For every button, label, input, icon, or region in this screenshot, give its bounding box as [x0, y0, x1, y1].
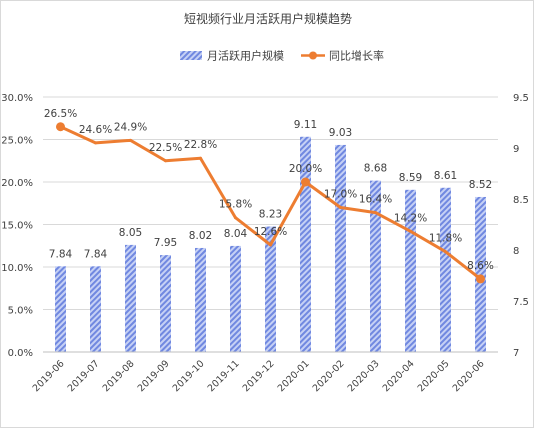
- y-left-tick-label: 15.0%: [1, 221, 33, 232]
- bar: [160, 255, 171, 352]
- y-right-tick-label: 8.5: [513, 195, 529, 206]
- bar-value-label: 7.84: [84, 248, 108, 260]
- y-right-tick-label: 9.5: [513, 93, 529, 104]
- line-value-label: 8.6%: [467, 260, 494, 272]
- line-point: [444, 250, 447, 254]
- x-tick-label: 2019-11: [206, 358, 242, 394]
- line-point: [339, 206, 342, 209]
- bar: [230, 245, 241, 352]
- y-left-tick-label: 10.0%: [1, 263, 33, 274]
- line-value-label: 12.6%: [254, 226, 287, 238]
- line-series: [56, 122, 485, 284]
- legend-bar-swatch: [180, 51, 202, 60]
- x-tick-label: 2019-09: [136, 358, 172, 394]
- line-point: [234, 216, 237, 220]
- x-tick-label: 2020-03: [346, 358, 382, 394]
- bar: [55, 266, 66, 352]
- chart-title: 短视频行业月活跃用户规模趋势: [184, 11, 352, 26]
- line-point: [476, 274, 485, 284]
- line-point: [56, 122, 65, 132]
- bar: [265, 226, 276, 352]
- line-point: [409, 229, 412, 233]
- bar-value-label: 8.23: [259, 209, 282, 221]
- y-left-tick-label: 20.0%: [1, 178, 33, 189]
- x-tick-label: 2020-05: [416, 358, 452, 394]
- x-tick-label: 2020-04: [381, 358, 417, 394]
- legend-line-label: 同比增长率: [329, 49, 384, 63]
- line-value-label: 24.9%: [114, 121, 147, 133]
- line-point: [129, 138, 132, 142]
- bar: [440, 187, 451, 352]
- bar-value-label: 7.95: [154, 237, 177, 249]
- line-value-label: 24.6%: [79, 124, 112, 136]
- data-labels: 7.84 7.84 8.05 7.95 8.02 8.04 8.23 9.11 9.03 8.68…: [44, 108, 494, 272]
- bar-value-label: 9.11: [294, 119, 317, 131]
- x-tick-label: 2020-02: [311, 358, 347, 394]
- line-value-label: 16.4%: [359, 194, 392, 206]
- legend: 月活跃用户规模 同比增长率: [180, 49, 384, 63]
- bar-value-label: 8.05: [119, 227, 142, 239]
- legend-line-marker: [309, 51, 317, 60]
- y-left-tick-label: 30.0%: [1, 93, 33, 104]
- line-value-label: 22.5%: [149, 142, 182, 154]
- y-left-tick-label: 5.0%: [8, 306, 33, 317]
- x-tick-label: 2020-06: [451, 358, 487, 394]
- line-value-label: 22.8%: [184, 139, 217, 151]
- bar: [335, 144, 346, 352]
- y-right-tick-label: 7: [513, 348, 519, 359]
- bar: [300, 136, 311, 352]
- bar: [125, 244, 136, 352]
- line-point: [199, 156, 202, 160]
- line-value-label: 26.5%: [44, 108, 77, 120]
- bar: [90, 266, 101, 352]
- line-value-label: 20.0%: [289, 163, 322, 175]
- x-tick-label: 2020-01: [276, 358, 312, 394]
- y-left-tick-label: 25.0%: [1, 136, 33, 147]
- y-right-tick-label: 9: [513, 144, 519, 155]
- bar-value-label: 8.59: [399, 172, 422, 184]
- line-value-label: 17.0%: [324, 189, 357, 201]
- line-point: [374, 211, 377, 215]
- line-point: [94, 141, 97, 145]
- bar-value-label: 8.04: [224, 228, 248, 240]
- x-tick-label: 2019-12: [241, 358, 277, 394]
- bar: [370, 180, 381, 352]
- y-right-tick-label: 7.5: [513, 297, 529, 308]
- bar-value-label: 8.68: [364, 163, 387, 175]
- bar-value-label: 8.52: [469, 179, 492, 191]
- y-left-tick-label: 0.0%: [8, 348, 33, 359]
- bar: [195, 247, 206, 352]
- bar-value-label: 8.61: [434, 170, 457, 182]
- x-tick-label: 2019-10: [171, 358, 207, 394]
- line-point: [269, 243, 272, 247]
- line-value-label: 15.8%: [219, 199, 252, 211]
- x-tick-label: 2019-07: [66, 358, 102, 394]
- bar-value-label: 7.84: [49, 248, 73, 260]
- bar-value-label: 8.02: [189, 230, 212, 242]
- x-tick-label: 2019-08: [101, 358, 137, 394]
- y-right-tick-label: 8: [513, 246, 519, 257]
- line-point: [164, 159, 167, 163]
- line-value-label: 11.8%: [429, 233, 462, 245]
- line-point: [301, 177, 310, 187]
- line-value-label: 14.2%: [394, 212, 427, 224]
- bar-value-label: 9.03: [329, 127, 352, 139]
- x-tick-label: 2019-06: [31, 358, 67, 394]
- bar: [405, 189, 416, 352]
- legend-bar-label: 月活跃用户规模: [207, 49, 284, 63]
